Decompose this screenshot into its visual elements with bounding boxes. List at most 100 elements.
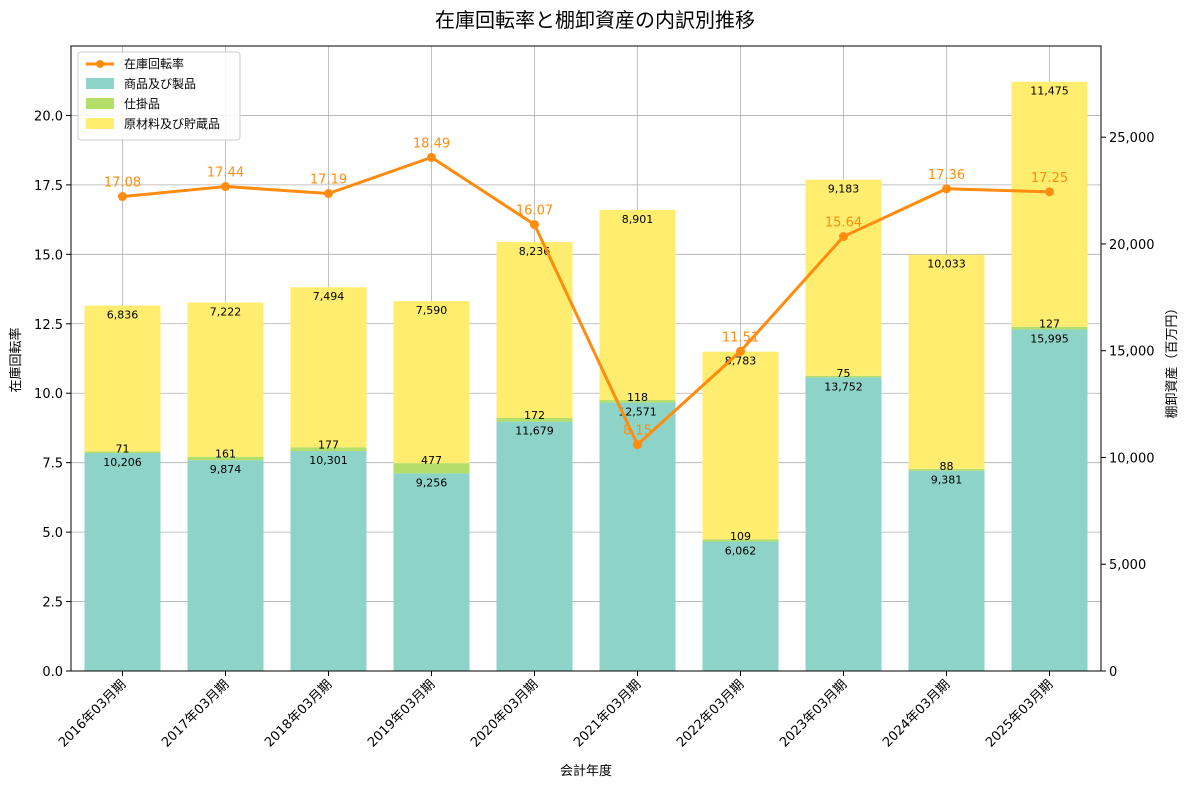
legend-box	[77, 51, 241, 141]
y-left-tick-label: 2.5	[42, 596, 63, 611]
y-right-tick-label: 25,000	[1109, 131, 1155, 146]
x-tick-label: 2024年03月期	[880, 677, 953, 750]
bar-segment	[496, 417, 573, 422]
bar-label: 9,183	[828, 183, 860, 196]
bar-label: 172	[524, 409, 545, 422]
bar-label: 10,301	[309, 454, 348, 467]
bar-label: 8,236	[519, 245, 551, 258]
x-tick-label: 2019年03月期	[365, 677, 438, 750]
bar-segment	[290, 287, 367, 448]
bar-segment	[599, 400, 676, 403]
x-tick-label: 2021年03月期	[571, 677, 644, 750]
x-tick-label: 2016年03月期	[56, 677, 129, 750]
bar-segment	[290, 447, 367, 452]
bar-label: 12,571	[618, 406, 657, 419]
x-tick-label: 2023年03月期	[777, 677, 850, 750]
bar-label: 7,222	[210, 306, 242, 319]
bar-segment	[702, 351, 779, 540]
y-axis-right-label: 棚卸資産（百万円）	[1164, 301, 1180, 418]
turnover-point	[1045, 187, 1054, 197]
turnover-label: 15.64	[825, 216, 862, 231]
bar-label: 9,874	[210, 463, 242, 476]
bar-label: 7,590	[416, 304, 448, 317]
x-tick-label: 2017年03月期	[159, 677, 232, 750]
y-left-tick-label: 20.0	[34, 109, 63, 124]
turnover-label: 17.36	[928, 168, 965, 183]
bar-segment	[805, 377, 882, 671]
bar-label: 11,679	[515, 425, 554, 438]
bar-segment	[393, 301, 470, 464]
bar-label: 161	[215, 448, 236, 461]
bar-label: 8,901	[622, 213, 654, 226]
bar-segment	[908, 254, 985, 469]
bar-label: 109	[730, 530, 751, 543]
x-axis-label: 会計年度	[560, 763, 612, 779]
bar-segment	[393, 463, 470, 474]
legend-swatch	[86, 78, 114, 89]
bar-label: 13,752	[824, 380, 863, 393]
bar-label: 7,494	[313, 290, 345, 303]
bar-labels-layer: 10,206 9,874 10,301 9,256 11,679 12,571 6,062 1…	[103, 85, 1069, 558]
legend-label: 商品及び製品	[124, 76, 196, 91]
turnover-point	[736, 346, 745, 356]
y-left-tick-label: 10.0	[34, 387, 63, 402]
bar-segment	[1011, 329, 1088, 671]
y-left-tick-label: 0.0	[42, 665, 63, 680]
bar-segment	[393, 473, 470, 671]
bar-label: 118	[627, 391, 648, 404]
y-left-tick-label: 17.5	[34, 179, 63, 194]
turnover-label: 17.19	[310, 173, 347, 188]
turnover-point	[324, 189, 333, 198]
bar-label: 9,256	[416, 476, 448, 489]
bar-segment	[1011, 81, 1088, 327]
turnover-label: 8.15	[623, 424, 652, 439]
bar-segment	[908, 470, 985, 671]
turnover-point	[530, 220, 539, 230]
turnover-point	[427, 152, 436, 162]
legend-label: 在庫回転率	[124, 56, 184, 71]
line-layer: 17.08 17.44 17.19 18.49 16.07 8.15 11.51 15.64 1…	[104, 136, 1068, 450]
legend-label: 原材料及び貯蔵品	[124, 117, 220, 131]
turnover-point	[221, 182, 230, 192]
bar-segment	[84, 451, 161, 454]
y-axis-left-label: 在庫回転率	[8, 327, 24, 392]
bar-label: 88	[940, 460, 954, 473]
bar-label: 75	[837, 367, 851, 380]
bar-segment	[290, 451, 367, 671]
turnover-label: 18.49	[413, 136, 450, 151]
bar-label: 11,475	[1030, 85, 1069, 98]
bar-label: 15,995	[1030, 332, 1069, 345]
legend-label: 仕掛品	[124, 96, 160, 111]
bar-segment	[187, 302, 264, 457]
bar-label: 6,062	[725, 545, 757, 558]
legend-swatch	[86, 118, 114, 129]
legend-swatch	[86, 98, 114, 109]
bar-segment	[702, 541, 779, 671]
bar-label: 9,381	[931, 474, 963, 487]
y-left-tick-label: 5.0	[42, 526, 63, 541]
y-right-tick-label: 15,000	[1109, 345, 1155, 360]
bar-segment	[1011, 326, 1088, 330]
bar-segment	[496, 421, 573, 671]
y-right-tick-label: 10,000	[1109, 451, 1155, 466]
bars-layer	[84, 81, 1088, 671]
x-tick-label: 2020年03月期	[468, 677, 541, 750]
turnover-point	[633, 440, 642, 450]
turnover-label: 17.25	[1031, 171, 1068, 186]
bar-label: 10,033	[927, 258, 966, 271]
bar-segment	[84, 305, 161, 452]
bar-segment	[908, 468, 985, 471]
turnover-label: 11.51	[722, 330, 759, 345]
x-tick-label: 2022年03月期	[674, 677, 747, 750]
bar-segment	[702, 539, 779, 542]
bar-segment	[805, 179, 882, 376]
plot-frame	[70, 45, 1102, 672]
x-tick-label: 2025年03月期	[983, 677, 1056, 750]
turnover-point	[942, 184, 951, 194]
y-left-tick-label: 12.5	[34, 318, 63, 333]
y-left-tick-label: 15.0	[34, 248, 63, 263]
y-left-tick-label: 7.5	[42, 457, 63, 472]
turnover-label: 17.08	[104, 176, 141, 191]
